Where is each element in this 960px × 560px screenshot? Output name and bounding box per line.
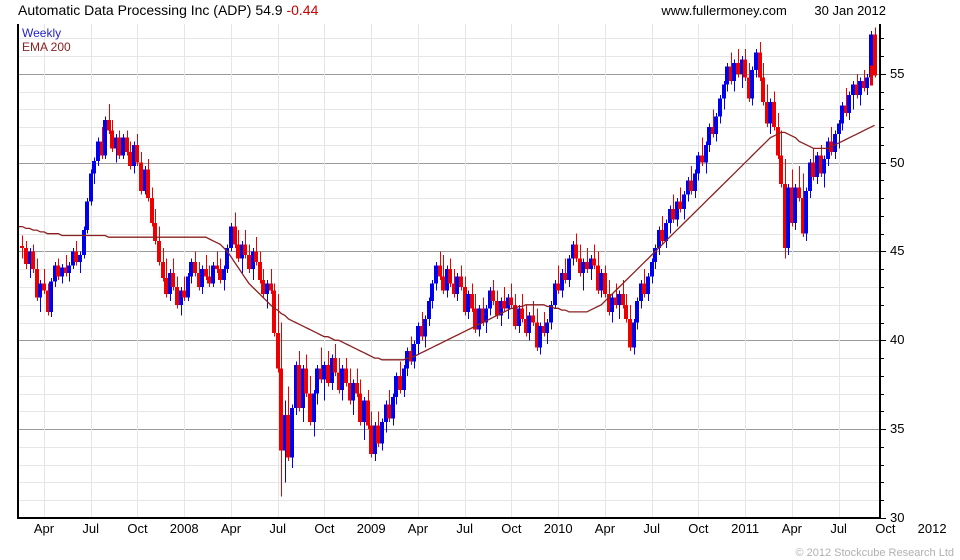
legend-item-weekly: Weekly — [22, 26, 62, 40]
y-axis-tick — [881, 233, 884, 235]
y-axis-tick — [881, 91, 884, 93]
chart-legend: Weekly EMA 200 — [22, 26, 71, 54]
y-axis-tick — [881, 446, 884, 448]
y-axis-tick-label: 40 — [890, 332, 905, 348]
y-axis-tick-label: 50 — [890, 154, 905, 170]
y-axis-tick — [881, 38, 884, 40]
legend-item-ema200: EMA 200 — [22, 40, 71, 54]
y-axis-tick — [881, 304, 884, 306]
chart-date: 30 Jan 2012 — [814, 3, 886, 18]
y-axis-tick — [881, 55, 884, 57]
y-axis-tick — [881, 482, 884, 484]
y-axis-tick — [881, 322, 884, 324]
x-axis-tick-label: Jul — [456, 521, 473, 536]
x-axis-labels: Apr Jul Oct 2008 Apr Jul Oct 2009 Apr Jul Oct 2010 A… — [0, 521, 960, 543]
last-price: 54.9 — [255, 2, 283, 18]
y-axis-tick — [881, 251, 886, 253]
instrument-title: Automatic Data Processing Inc (ADP) 54.9… — [18, 2, 318, 18]
price-change: -0.44 — [286, 2, 319, 18]
y-axis-tick — [881, 198, 884, 200]
x-axis-tick-label: 2010 — [543, 521, 573, 536]
instrument-name: Automatic Data Processing Inc (ADP) — [18, 2, 252, 18]
y-axis-labels: 30 35 40 45 50 55 — [884, 0, 944, 560]
x-axis-tick-label: 2009 — [356, 521, 386, 536]
x-axis-tick-label: 2012 — [917, 521, 947, 536]
chart-series-layer — [17, 27, 877, 497]
y-axis-tick — [881, 464, 884, 466]
x-axis — [17, 517, 881, 519]
y-axis-tick — [881, 286, 884, 288]
x-axis-tick-label: Oct — [688, 521, 709, 536]
x-axis-tick-label: Oct — [314, 521, 335, 536]
x-axis-tick-label: Jul — [643, 521, 660, 536]
y-axis-tick-label: 45 — [890, 243, 905, 259]
copyright-footer: © 2012 Stockcube Research Ltd — [795, 547, 954, 559]
y-axis-tick — [881, 518, 886, 519]
y-axis-right — [879, 24, 881, 519]
x-axis-tick-label: Jul — [830, 521, 847, 536]
y-axis-tick — [881, 162, 886, 164]
y-axis-tick — [881, 144, 884, 146]
y-axis-tick — [881, 375, 884, 377]
x-axis-tick-label: Oct — [875, 521, 896, 536]
y-axis-tick — [881, 429, 886, 431]
y-axis-left — [17, 24, 19, 519]
y-axis-tick — [881, 73, 886, 75]
chart-plot-area[interactable] — [17, 24, 880, 518]
y-axis-tick — [881, 411, 884, 413]
x-axis-tick-label: 2011 — [731, 521, 760, 536]
y-axis-tick — [881, 127, 884, 129]
y-axis-tick — [881, 358, 884, 360]
y-axis-tick — [881, 269, 884, 271]
x-axis-tick-label: Oct — [501, 521, 522, 536]
y-axis-tick — [881, 393, 884, 395]
chart-header: Automatic Data Processing Inc (ADP) 54.9… — [0, 0, 960, 22]
x-axis-tick-label: Apr — [220, 521, 242, 536]
x-axis-tick-label: Jul — [82, 521, 100, 536]
x-axis-tick-label: 2008 — [169, 521, 199, 536]
y-axis-tick-label: 35 — [890, 421, 905, 437]
y-axis-tick — [881, 180, 884, 182]
x-axis-tick-label: Apr — [781, 521, 803, 536]
header-meta: www.fullermoney.com 30 Jan 2012 — [661, 3, 886, 18]
x-axis-tick-label: Apr — [594, 521, 616, 536]
y-axis-tick-label: 30 — [890, 510, 905, 525]
x-axis-tick-label: Oct — [127, 521, 148, 536]
y-axis-tick — [881, 109, 884, 111]
x-axis-tick-label: Apr — [33, 521, 55, 536]
y-axis-tick-label: 55 — [890, 65, 905, 81]
website-url: www.fullermoney.com — [661, 3, 787, 18]
x-axis-tick-label: Apr — [407, 521, 429, 536]
x-axis-tick-label: Jul — [269, 521, 286, 536]
y-axis-tick — [881, 340, 886, 342]
y-axis-tick — [881, 215, 884, 217]
y-axis-tick — [881, 500, 884, 502]
